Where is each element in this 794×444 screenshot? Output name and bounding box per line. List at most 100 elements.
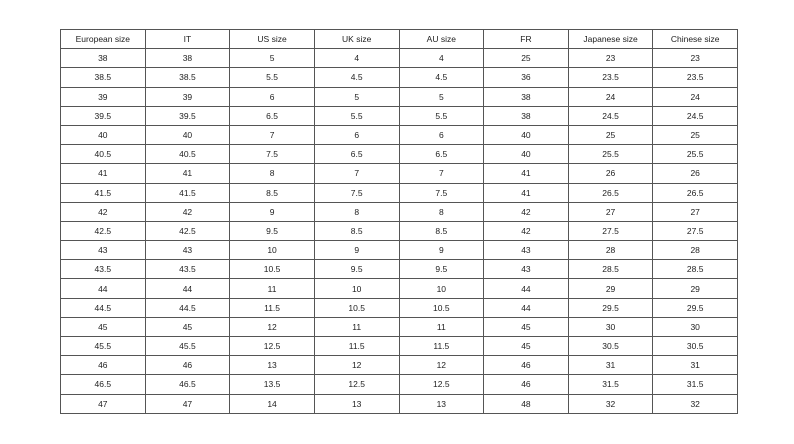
column-header: IT (144, 28, 231, 50)
column-header: UK size (313, 28, 400, 50)
table-cell: 12 (229, 316, 315, 338)
table-cell: 8 (313, 201, 400, 222)
table-cell: 12 (398, 355, 485, 376)
table-cell: 6 (398, 124, 485, 146)
table-cell: 40 (483, 144, 569, 165)
table-cell: 42 (483, 201, 569, 222)
table-cell: 30.5 (652, 335, 738, 357)
table-cell: 38 (483, 86, 569, 107)
table-row: 45 45 12 11 11 45 30 30 (60, 316, 738, 338)
column-header: Japanese size (567, 28, 654, 50)
table-cell: 8 (229, 163, 315, 184)
table-cell: 7 (398, 163, 485, 184)
table-cell: 27 (567, 201, 654, 222)
table-cell: 14 (229, 393, 315, 414)
table-cell: 44 (483, 278, 569, 299)
table-cell: 46 (60, 355, 146, 376)
table-cell: 28.5 (567, 259, 654, 280)
table-cell: 9.5 (313, 259, 400, 280)
table-cell: 7.5 (229, 144, 315, 165)
table-cell: 38.5 (60, 67, 146, 88)
table-cell: 43.5 (144, 259, 231, 280)
table-cell: 42 (483, 220, 569, 242)
table-cell: 26 (652, 163, 738, 184)
table-cell: 36 (483, 67, 569, 88)
table-cell: 11.5 (313, 335, 400, 357)
table-row: 39.5 39.5 6.5 5.5 5.5 38 24.5 24.5 (60, 105, 738, 126)
table-cell: 4.5 (398, 67, 485, 88)
table-cell: 12.5 (229, 335, 315, 357)
table-cell: 25 (652, 124, 738, 146)
table-cell: 24 (567, 86, 654, 107)
table-row: 42 42 9 8 8 42 27 27 (60, 201, 738, 222)
size-conversion-table: European size IT US size UK size AU size FR Ja… (60, 28, 738, 414)
table-cell: 27 (652, 201, 738, 222)
table-cell: 40.5 (60, 144, 146, 165)
table-cell: 41 (144, 163, 231, 184)
table-cell: 26 (567, 163, 654, 184)
table-cell: 38.5 (144, 67, 231, 88)
table-cell: 40 (144, 124, 231, 146)
table-cell: 31.5 (567, 374, 654, 395)
table-cell: 46.5 (144, 374, 231, 395)
table-row: 41.5 41.5 8.5 7.5 7.5 41 26.5 26.5 (60, 182, 738, 203)
table-row: 43.5 43.5 10.5 9.5 9.5 43 28.5 28.5 (60, 259, 738, 280)
table-cell: 6.5 (313, 144, 400, 165)
table-cell: 25 (483, 48, 569, 69)
table-cell: 12.5 (313, 374, 400, 395)
table-cell: 44 (60, 278, 146, 299)
table-cell: 42 (60, 201, 146, 222)
table-cell: 4.5 (313, 67, 400, 88)
table-cell: 45 (483, 335, 569, 357)
table-cell: 41 (483, 182, 569, 203)
table-cell: 45 (60, 316, 146, 338)
table-cell: 8.5 (398, 220, 485, 242)
table-cell: 43 (483, 259, 569, 280)
table-cell: 10.5 (398, 297, 485, 318)
table-cell: 26.5 (652, 182, 738, 203)
table-cell: 45 (483, 316, 569, 338)
table-cell: 10 (229, 240, 315, 261)
table-cell: 30 (567, 316, 654, 338)
table-row: 45.5 45.5 12.5 11.5 11.5 45 30.5 30.5 (60, 335, 738, 357)
column-header: US size (229, 28, 315, 50)
table-cell: 46 (483, 355, 569, 376)
table-cell: 42 (144, 201, 231, 222)
table-cell: 24 (652, 86, 738, 107)
table-cell: 41 (483, 163, 569, 184)
table-cell: 39.5 (144, 105, 231, 126)
table-cell: 38 (60, 48, 146, 69)
table-cell: 8.5 (313, 220, 400, 242)
column-header: AU size (398, 28, 485, 50)
table-cell: 31 (567, 355, 654, 376)
table-cell: 12.5 (398, 374, 485, 395)
table-cell: 42.5 (60, 220, 146, 242)
table-cell: 29.5 (652, 297, 738, 318)
table-cell: 31.5 (652, 374, 738, 395)
table-cell: 13.5 (229, 374, 315, 395)
table-cell: 5 (229, 48, 315, 69)
table-cell: 13 (313, 393, 400, 414)
table-cell: 24.5 (567, 105, 654, 126)
table-cell: 44.5 (60, 297, 146, 318)
table-cell: 5.5 (398, 105, 485, 126)
table-cell: 5.5 (229, 67, 315, 88)
table-cell: 46.5 (60, 374, 146, 395)
table-cell: 43 (60, 240, 146, 261)
table-cell: 45 (144, 316, 231, 338)
table-cell: 43.5 (60, 259, 146, 280)
table-cell: 11 (229, 278, 315, 299)
table-cell: 10 (398, 278, 485, 299)
table-cell: 38 (483, 105, 569, 126)
table-cell: 28 (652, 240, 738, 261)
table-cell: 26.5 (567, 182, 654, 203)
table-cell: 11 (313, 316, 400, 338)
column-header: European size (60, 28, 146, 50)
table-cell: 25.5 (567, 144, 654, 165)
table-cell: 7.5 (398, 182, 485, 203)
table-cell: 6 (229, 86, 315, 107)
table-row: 46.5 46.5 13.5 12.5 12.5 46 31.5 31.5 (60, 374, 738, 395)
table-cell: 41.5 (60, 182, 146, 203)
table-cell: 28 (567, 240, 654, 261)
table-cell: 23.5 (652, 67, 738, 88)
